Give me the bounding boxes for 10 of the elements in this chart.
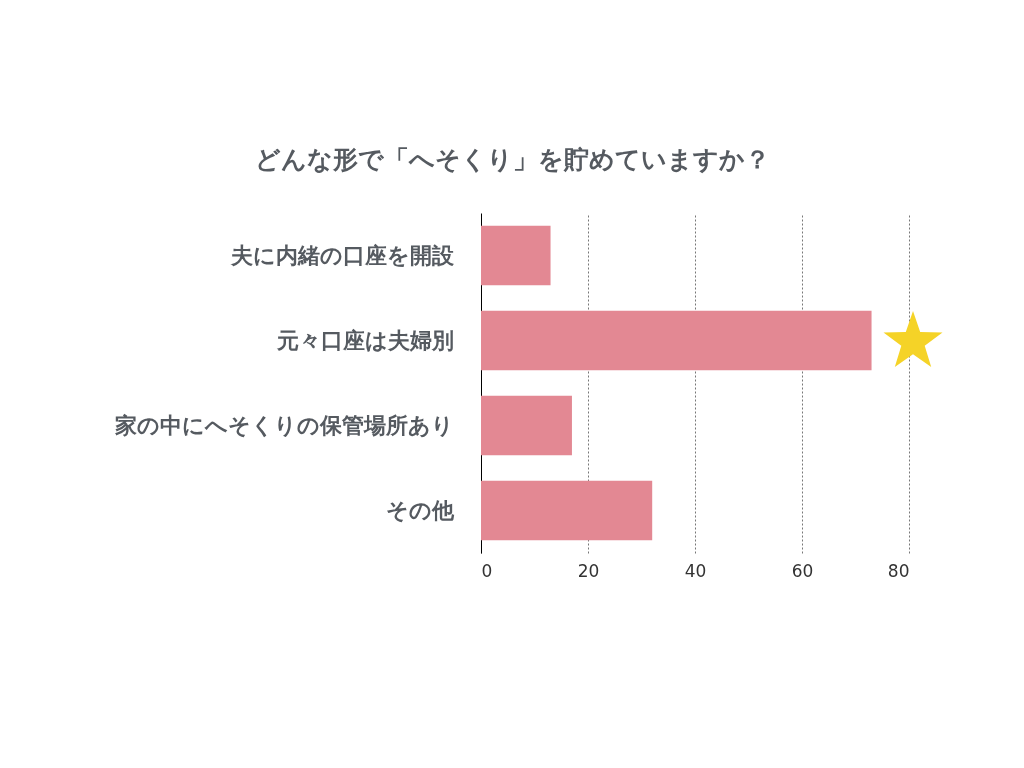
- y-tick-label: その他: [385, 497, 455, 523]
- x-tick-label: 40: [684, 560, 707, 581]
- chart-title: どんな形で「へそくり」を貯めていますか？: [254, 145, 770, 174]
- x-tick-label: 0: [481, 560, 493, 581]
- y-tick-label: 家の中にへそくりの保管場所あり: [113, 412, 454, 438]
- y-tick-label: 元々口座は夫婦別: [275, 327, 454, 353]
- x-tick-label: 80: [887, 560, 910, 581]
- y-tick-label: 夫に内緒の口座を開設: [229, 242, 455, 268]
- x-tick-label: 60: [791, 560, 814, 581]
- x-tick-label: 20: [577, 560, 600, 581]
